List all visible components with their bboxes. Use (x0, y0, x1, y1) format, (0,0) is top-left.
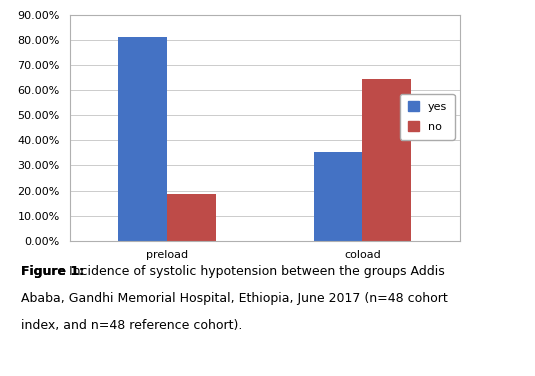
Bar (167, 194, 216, 241)
Text: Figure 1:: Figure 1: (21, 265, 85, 278)
Bar (118, 37, 167, 241)
Text: index, and n=48 reference cohort).: index, and n=48 reference cohort). (21, 319, 243, 332)
Text: Ababa, Gandhi Memorial Hospital, Ethiopia, June 2017 (n=48 cohort: Ababa, Gandhi Memorial Hospital, Ethiopi… (21, 292, 448, 305)
Text: Figure 1:: Figure 1: (21, 265, 85, 278)
Bar (314, 152, 363, 241)
Legend: yes, no: yes, no (400, 94, 455, 139)
Bar (363, 79, 411, 241)
Text: Incidence of systolic hypotension between the groups Addis: Incidence of systolic hypotension betwee… (65, 265, 445, 278)
